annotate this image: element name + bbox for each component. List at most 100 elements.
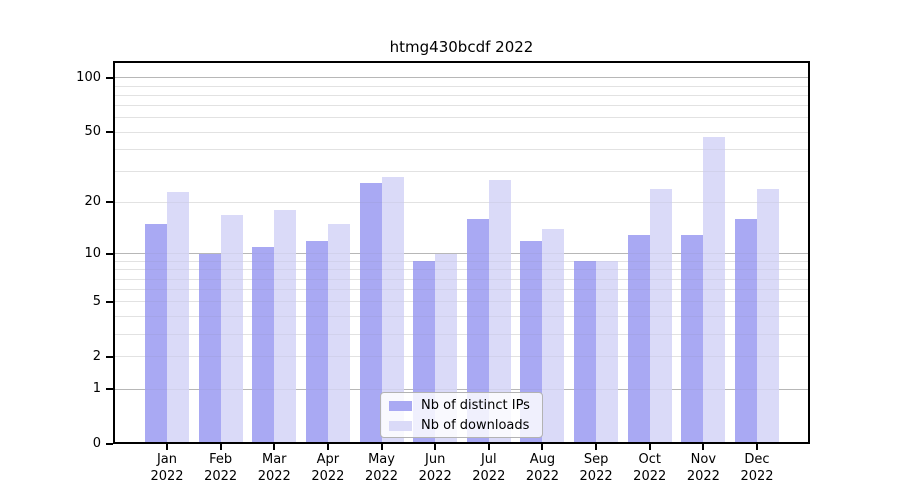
gridline-major (115, 77, 808, 79)
gridline-minor (115, 105, 808, 107)
gridline-minor (115, 148, 808, 150)
bar-distinct-ips-mar (252, 246, 275, 444)
bar-downloads-jul (488, 179, 511, 444)
gridline-overlay (115, 269, 808, 271)
x-tick (326, 444, 329, 450)
gridline-minor (115, 131, 808, 133)
x-tick (702, 444, 705, 450)
y-tick-label: 20 (84, 194, 101, 210)
x-tick-label: Sep 2022 (579, 452, 613, 484)
x-tick (541, 444, 544, 450)
gridline-overlay (115, 148, 808, 150)
gridline-overlay (115, 117, 808, 119)
y-tick-label: 50 (84, 124, 101, 140)
bar-downloads-may (381, 176, 404, 444)
gridline-overlay (115, 105, 808, 107)
gridline-minor (115, 201, 808, 203)
x-tick-label: Feb 2022 (204, 452, 238, 484)
x-tick-label: Dec 2022 (740, 452, 774, 484)
gridline-minor (115, 94, 808, 96)
x-tick (273, 444, 276, 450)
bar-distinct-ips-may (359, 182, 382, 444)
y-tick (106, 300, 113, 303)
x-tick-label: Jan 2022 (150, 452, 184, 484)
x-tick (380, 444, 383, 450)
gridline-minor (115, 333, 808, 335)
bar-downloads-apr (327, 224, 350, 444)
bar-distinct-ips-apr (305, 240, 328, 444)
bar-downloads-oct (649, 188, 672, 444)
gridline-major (115, 253, 808, 255)
legend-label-downloads: Nb of downloads (421, 418, 530, 433)
x-tick (434, 444, 437, 450)
gridline-minor (115, 301, 808, 303)
bar-distinct-ips-sep (574, 261, 597, 444)
gridline-overlay (115, 85, 808, 87)
bar-distinct-ips-oct (627, 234, 650, 444)
y-tick (106, 388, 113, 391)
x-tick (756, 444, 758, 450)
gridline-minor (115, 278, 808, 280)
bar-distinct-ips-nov (681, 234, 704, 444)
gridline-overlay (115, 131, 808, 133)
legend: Nb of distinct IPs Nb of downloads (380, 392, 543, 438)
y-tick-label: 100 (76, 69, 101, 85)
y-tick (106, 131, 113, 134)
bar-downloads-sep (596, 261, 619, 444)
gridline-minor (115, 289, 808, 291)
y-tick-label: 1 (92, 381, 101, 397)
gridline-overlay (115, 260, 808, 262)
gridline-minor (115, 171, 808, 173)
x-tick (219, 444, 222, 450)
x-tick-label: Jun 2022 (418, 452, 452, 484)
gridline-overlay (115, 77, 808, 79)
gridline-overlay (115, 94, 808, 96)
x-tick-label: Mar 2022 (257, 452, 291, 484)
x-tick (487, 444, 490, 450)
bar-downloads-dec (757, 188, 779, 444)
bar-downloads-jan (167, 191, 189, 444)
y-tick (106, 252, 113, 255)
x-tick-label: Apr 2022 (311, 452, 345, 484)
gridline-overlay (115, 171, 808, 173)
y-tick-label: 2 (92, 348, 101, 364)
gridline-overlay (115, 253, 808, 255)
gridline-minor (115, 269, 808, 271)
gridline-minor (115, 356, 808, 358)
gridline-minor (115, 117, 808, 119)
gridline-overlay (115, 201, 808, 203)
bar-downloads-mar (274, 210, 297, 444)
bar-downloads-aug (542, 229, 565, 444)
x-tick (166, 444, 168, 450)
legend-item-distinct-ips: Nb of distinct IPs (389, 398, 534, 413)
gridline-overlay (115, 315, 808, 317)
y-tick (106, 76, 113, 79)
gridline-minor (115, 315, 808, 317)
gridline-overlay (115, 333, 808, 335)
x-tick-label: Aug 2022 (525, 452, 559, 484)
bar-distinct-ips-jan (145, 224, 167, 444)
bar-distinct-ips-feb (198, 253, 221, 444)
legend-label-distinct-ips: Nb of distinct IPs (421, 398, 530, 413)
y-tick (106, 443, 113, 445)
gridline-minor (115, 85, 808, 87)
gridline-overlay (115, 278, 808, 280)
chart-title: htmg430bcdf 2022 (389, 38, 534, 56)
y-tick (106, 201, 113, 204)
gridline-overlay (115, 388, 808, 390)
legend-swatch-downloads-icon (389, 420, 412, 431)
x-tick (648, 444, 651, 450)
gridline-overlay (115, 289, 808, 291)
bar-downloads-feb (220, 214, 243, 444)
gridline-overlay (115, 301, 808, 303)
bar-downloads-nov (703, 136, 726, 444)
gridline-overlay (115, 356, 808, 358)
x-tick-label: Jul 2022 (472, 452, 506, 484)
y-tick (106, 355, 113, 358)
y-tick-label: 5 (92, 293, 101, 309)
x-tick-label: May 2022 (364, 452, 399, 484)
x-tick-label: Oct 2022 (633, 452, 667, 484)
bar-distinct-ips-jul (466, 219, 489, 444)
x-tick-label: Nov 2022 (686, 452, 720, 484)
